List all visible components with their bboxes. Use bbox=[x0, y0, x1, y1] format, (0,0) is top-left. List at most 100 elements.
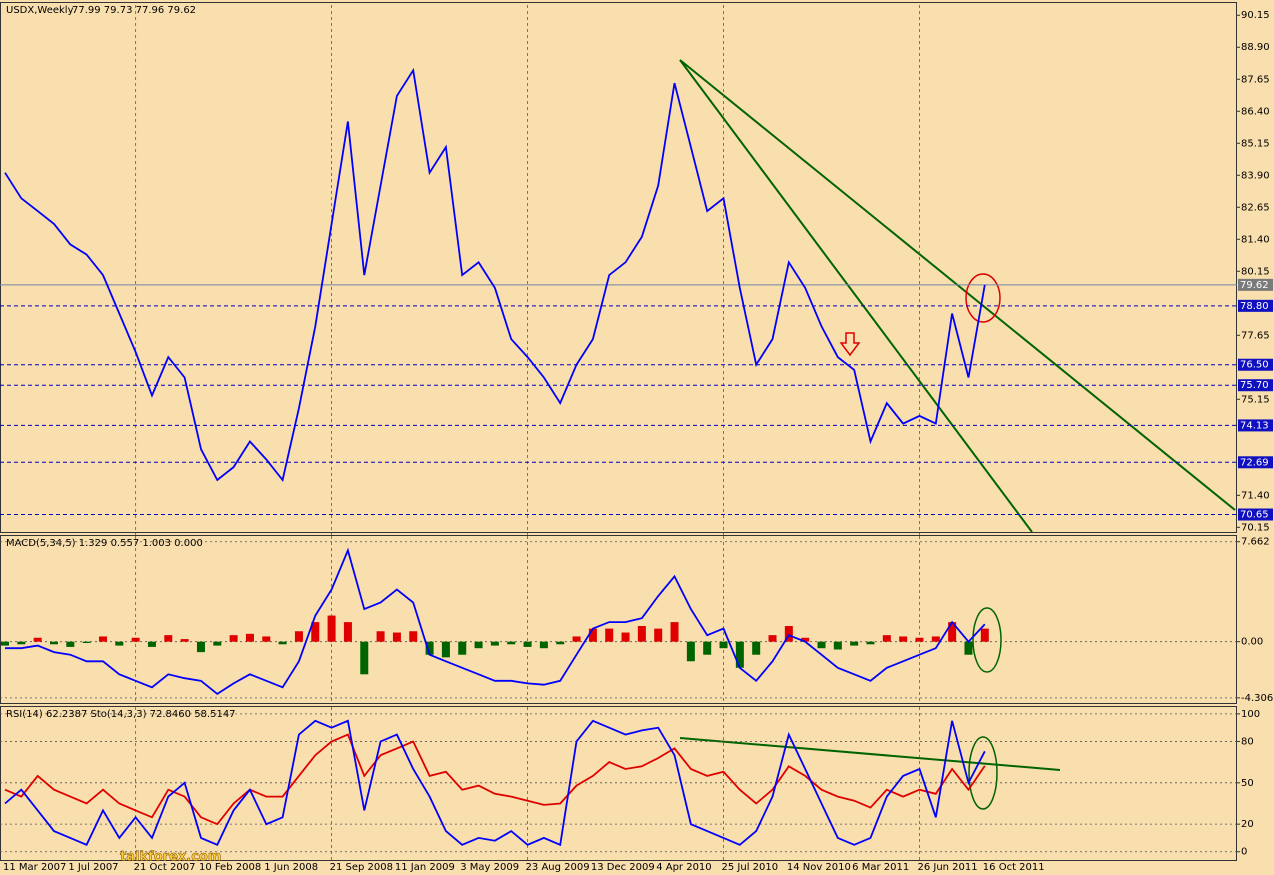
level-label: 74.13 bbox=[1240, 420, 1269, 431]
macd-bar bbox=[882, 635, 891, 642]
y-tick-label: 0 bbox=[1241, 847, 1247, 858]
macd-bar bbox=[931, 636, 940, 642]
macd-bar bbox=[964, 641, 973, 655]
macd-bar bbox=[637, 626, 646, 642]
level-box bbox=[1238, 419, 1273, 432]
macd-bar bbox=[539, 641, 548, 649]
x-tick-label: 26 Jun 2011 bbox=[917, 862, 977, 873]
chart-subtitle: 77.99 79.73 77.96 79.62 bbox=[72, 5, 196, 16]
macd-bar bbox=[311, 622, 320, 642]
x-tick-label: 4 Apr 2010 bbox=[656, 862, 711, 873]
y-tick-label: 50 bbox=[1241, 778, 1254, 789]
macd-bar bbox=[278, 641, 287, 645]
macd-bar bbox=[980, 628, 989, 642]
macd-bar bbox=[866, 641, 875, 645]
y-tick-label: 100 bbox=[1241, 709, 1260, 720]
x-tick-label: 10 Feb 2008 bbox=[199, 862, 261, 873]
macd-bar bbox=[66, 641, 75, 647]
level-box bbox=[1238, 508, 1273, 521]
macd-bar bbox=[817, 641, 826, 649]
x-tick-label: 1 Jul 2007 bbox=[68, 862, 118, 873]
macd-bar bbox=[425, 641, 434, 655]
macd-bar bbox=[735, 641, 744, 668]
level-box bbox=[1238, 379, 1273, 392]
macd-bar bbox=[556, 641, 565, 645]
level-label: 75.70 bbox=[1240, 380, 1269, 391]
macd-bar bbox=[409, 631, 418, 642]
y-tick-label: 86.40 bbox=[1241, 106, 1270, 117]
x-tick-label: 14 Nov 2010 bbox=[787, 862, 851, 873]
level-label: 72.69 bbox=[1240, 457, 1269, 468]
macd-bar bbox=[490, 641, 499, 646]
macd-bar bbox=[621, 632, 630, 642]
y-tick-label: 20 bbox=[1241, 819, 1254, 830]
macd-bar bbox=[768, 635, 777, 642]
macd-bar bbox=[523, 641, 532, 647]
macd-bar bbox=[654, 628, 663, 642]
macd-bar bbox=[131, 637, 140, 642]
y-tick-label: -4.306 bbox=[1241, 693, 1273, 704]
level-box bbox=[1238, 299, 1273, 312]
x-tick-label: 23 Aug 2009 bbox=[526, 862, 590, 873]
macd-bar bbox=[180, 639, 189, 642]
x-tick-label: 21 Sep 2008 bbox=[330, 862, 393, 873]
y-tick-label: 77.65 bbox=[1241, 330, 1270, 341]
y-tick-label: 90.15 bbox=[1241, 10, 1270, 21]
x-tick-label: 6 Mar 2011 bbox=[852, 862, 909, 873]
level-label: 79.62 bbox=[1240, 280, 1269, 291]
macd-bar bbox=[115, 641, 124, 646]
macd-bar bbox=[670, 622, 679, 642]
y-tick-label: 80 bbox=[1241, 736, 1254, 747]
y-tick-label: 81.40 bbox=[1241, 234, 1270, 245]
macd-bar bbox=[360, 641, 369, 675]
level-box bbox=[1238, 358, 1273, 371]
arrow bbox=[839, 332, 861, 357]
y-tick-label: 0.00 bbox=[1241, 637, 1263, 648]
x-tick-label: 16 Oct 2011 bbox=[983, 862, 1045, 873]
macd-bar bbox=[833, 641, 842, 650]
y-tick-label: 71.40 bbox=[1241, 490, 1270, 501]
panel-title: RSI(14) 62.2387 Sto(14,3,3) 72.8460 58.5… bbox=[6, 709, 236, 720]
macd-bar bbox=[686, 641, 695, 662]
macd-bar bbox=[294, 631, 303, 642]
macd-bar bbox=[33, 637, 42, 642]
level-box bbox=[1238, 456, 1273, 469]
macd-bar bbox=[605, 628, 614, 642]
macd-bar bbox=[229, 635, 238, 642]
y-tick-label: 70.15 bbox=[1241, 522, 1270, 533]
macd-bar bbox=[719, 641, 728, 649]
macd-bar bbox=[752, 641, 761, 655]
macd-bar bbox=[899, 636, 908, 642]
panel-frames bbox=[0, 2, 1237, 861]
macd-bar bbox=[948, 622, 957, 642]
macd-bar bbox=[474, 641, 483, 649]
macd-bar bbox=[82, 641, 91, 643]
macd-bar bbox=[98, 636, 107, 642]
level-box bbox=[1238, 278, 1273, 291]
macd-line bbox=[5, 547, 986, 696]
level-label: 78.80 bbox=[1240, 301, 1269, 312]
level-label: 70.65 bbox=[1240, 510, 1269, 521]
macd-bar bbox=[164, 635, 173, 642]
highlight-circle bbox=[972, 607, 1002, 673]
series-line bbox=[4, 719, 986, 847]
y-tick-label: 88.90 bbox=[1241, 42, 1270, 53]
macd-bar bbox=[392, 632, 401, 642]
macd-bar bbox=[1, 641, 9, 646]
y-tick-label: 80.15 bbox=[1241, 266, 1270, 277]
macd-bar bbox=[572, 636, 581, 642]
highlight-circle bbox=[965, 273, 1001, 323]
macd-bar bbox=[784, 626, 793, 642]
macd-bar bbox=[588, 628, 597, 642]
macd-bar bbox=[458, 641, 467, 655]
macd-bar bbox=[376, 631, 385, 642]
macd-bar bbox=[327, 615, 336, 642]
macd-bar bbox=[507, 641, 516, 645]
macd-bar bbox=[915, 637, 924, 642]
y-tick-label: 87.65 bbox=[1241, 74, 1270, 85]
macd-bar bbox=[262, 636, 271, 642]
y-tick-label: 7.662 bbox=[1241, 537, 1270, 548]
y-tick-label: 85.15 bbox=[1241, 138, 1270, 149]
